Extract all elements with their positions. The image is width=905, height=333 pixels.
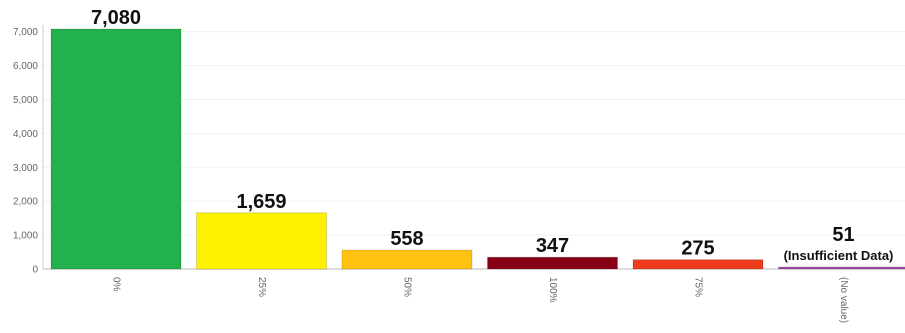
y-tick-label: 3,000 (13, 163, 38, 174)
x-tick-label: (No value) (838, 277, 849, 323)
gridlines (43, 31, 905, 270)
y-tick-label: 1,000 (13, 231, 38, 242)
x-tick-label: 0% (110, 277, 121, 292)
bar (778, 266, 905, 270)
data-label: 1,659 (236, 191, 286, 213)
y-tick-label: 7,000 (13, 27, 38, 38)
bar (341, 249, 473, 270)
bar (196, 212, 327, 270)
x-tick-label: 75% (692, 277, 703, 297)
y-tick-label: 2,000 (13, 197, 38, 208)
bar (632, 259, 764, 270)
y-tick-label: 6,000 (13, 61, 38, 72)
data-label: 558 (390, 228, 423, 250)
data-label: 51 (832, 224, 854, 246)
x-tick-label: 100% (547, 277, 558, 303)
x-tick-label: 25% (256, 277, 267, 297)
y-tick-label: 5,000 (13, 95, 38, 106)
x-tick-label: 50% (401, 277, 412, 297)
bar (50, 28, 182, 270)
x-axis: 0% 25% 50% 100% 75% (No value) (110, 277, 849, 323)
y-axis: 0 1,000 2,000 3,000 4,000 5,000 6,000 7,000 (13, 25, 44, 276)
y-tick-label: 0 (32, 265, 38, 276)
data-label: 347 (536, 235, 569, 257)
bar (487, 256, 618, 270)
data-sublabel: (Insufficient Data) (784, 248, 894, 263)
bars (50, 28, 905, 270)
data-labels: 7,080 1,659 558 347 275 51 (Insufficient Data) (91, 7, 893, 263)
y-tick-label: 4,000 (13, 129, 38, 140)
data-label: 7,080 (91, 7, 141, 29)
data-label: 275 (681, 238, 714, 260)
